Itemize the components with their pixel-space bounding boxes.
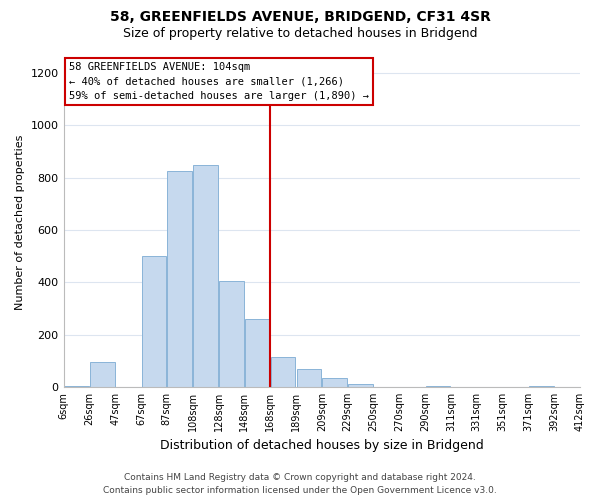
Bar <box>142 256 166 387</box>
Bar <box>90 362 115 387</box>
Bar <box>529 386 554 387</box>
Text: 58 GREENFIELDS AVENUE: 104sqm
← 40% of detached houses are smaller (1,266)
59% o: 58 GREENFIELDS AVENUE: 104sqm ← 40% of d… <box>69 62 369 101</box>
Bar <box>193 164 218 387</box>
Text: Contains HM Land Registry data © Crown copyright and database right 2024.
Contai: Contains HM Land Registry data © Crown c… <box>103 474 497 495</box>
Bar <box>167 171 192 387</box>
Text: Size of property relative to detached houses in Bridgend: Size of property relative to detached ho… <box>123 28 477 40</box>
Bar <box>348 384 373 387</box>
Y-axis label: Number of detached properties: Number of detached properties <box>15 134 25 310</box>
Bar <box>64 386 89 387</box>
Bar <box>245 319 269 387</box>
Bar <box>271 357 295 387</box>
Bar <box>219 281 244 387</box>
Bar <box>426 386 450 387</box>
Text: 58, GREENFIELDS AVENUE, BRIDGEND, CF31 4SR: 58, GREENFIELDS AVENUE, BRIDGEND, CF31 4… <box>110 10 490 24</box>
Bar <box>296 368 321 387</box>
Bar <box>322 378 347 387</box>
X-axis label: Distribution of detached houses by size in Bridgend: Distribution of detached houses by size … <box>160 440 484 452</box>
